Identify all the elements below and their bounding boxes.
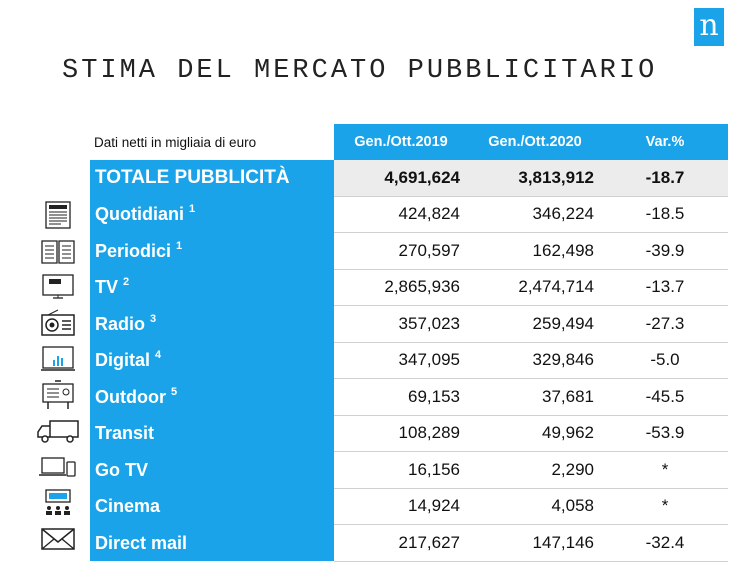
value-var: * — [602, 488, 728, 525]
row-label: Transit — [90, 415, 334, 452]
value-var: -18.7 — [602, 160, 728, 197]
row-label-text: Radio — [95, 313, 146, 334]
column-header-2019: Gen./Ott.2019 — [334, 124, 468, 160]
value-2019: 424,824 — [334, 196, 468, 233]
table-row: Cinema 14,924 4,058 * — [90, 488, 728, 525]
row-label: Digital 4 — [90, 342, 334, 379]
value-2019: 16,156 — [334, 451, 468, 489]
value-2019: 347,095 — [334, 342, 468, 379]
envelope-icon — [30, 522, 86, 556]
value-2020: 2,290 — [468, 451, 602, 489]
value-var: -45.5 — [602, 378, 728, 416]
value-2019: 2,865,936 — [334, 269, 468, 306]
table-row: Direct mail 217,627 147,146 -32.4 — [90, 524, 728, 562]
nielsen-logo: n — [694, 8, 724, 46]
footnote-marker: 1 — [176, 239, 183, 252]
row-label-text: Digital — [95, 350, 151, 371]
value-2020: 4,058 — [468, 488, 602, 525]
open-book-icon — [30, 234, 86, 268]
footnote-marker: 3 — [150, 312, 157, 325]
value-2019: 270,597 — [334, 232, 468, 270]
row-label: TOTALE PUBBLICITÀ — [90, 160, 334, 196]
value-var: -13.7 — [602, 269, 728, 306]
monitor-chart-icon — [30, 342, 86, 376]
footnote-marker: 4 — [155, 349, 162, 362]
row-label: Go TV — [90, 451, 334, 488]
page-title: STIMA DEL MERCATO PUBBLICITARIO — [62, 56, 658, 86]
row-label: Quotidiani 1 — [90, 196, 334, 233]
value-2020: 37,681 — [468, 378, 602, 416]
row-label-text: Cinema — [95, 496, 161, 517]
row-label-text: Transit — [95, 423, 155, 444]
value-var: -27.3 — [602, 305, 728, 343]
row-label: Outdoor 5 — [90, 378, 334, 415]
value-var: * — [602, 451, 728, 489]
table-row: Digital 4 347,095 329,846 -5.0 — [90, 342, 728, 379]
devices-icon — [30, 450, 86, 484]
row-label-text: Outdoor — [95, 386, 166, 407]
table-header: Dati netti in migliaia di euro Gen./Ott.… — [90, 124, 728, 160]
value-2020: 147,146 — [468, 524, 602, 562]
value-var: -53.9 — [602, 415, 728, 452]
unit-note: Dati netti in migliaia di euro — [94, 134, 257, 150]
market-estimate-table: Dati netti in migliaia di euro Gen./Ott.… — [90, 124, 728, 562]
value-var: -32.4 — [602, 524, 728, 562]
value-2019: 14,924 — [334, 488, 468, 525]
table-row: Outdoor 5 69,153 37,681 -45.5 — [90, 378, 728, 416]
value-2019: 217,627 — [334, 524, 468, 562]
billboard-icon — [30, 378, 86, 412]
row-label: Periodici 1 — [90, 232, 334, 269]
table-row: Go TV 16,156 2,290 * — [90, 451, 728, 489]
row-label-text: Periodici — [95, 240, 172, 261]
value-2020: 346,224 — [468, 196, 602, 233]
table-row: Transit 108,289 49,962 -53.9 — [90, 415, 728, 452]
row-label-text: Go TV — [95, 459, 148, 480]
footnote-marker: 1 — [189, 203, 196, 216]
column-header-2020: Gen./Ott.2020 — [468, 124, 602, 160]
table-row-total: TOTALE PUBBLICITÀ 4,691,624 3,813,912 -1… — [90, 160, 728, 197]
row-label-text: Quotidiani — [95, 204, 184, 225]
row-label: Cinema — [90, 488, 334, 525]
value-2020: 3,813,912 — [468, 160, 602, 197]
value-2020: 2,474,714 — [468, 269, 602, 306]
truck-icon — [30, 414, 86, 448]
value-var: -39.9 — [602, 232, 728, 270]
column-header-var: Var.% — [602, 124, 728, 160]
row-label: TV 2 — [90, 269, 334, 306]
value-var: -18.5 — [602, 196, 728, 233]
value-2019: 4,691,624 — [334, 160, 468, 197]
tv-news-icon — [30, 270, 86, 304]
value-2020: 329,846 — [468, 342, 602, 379]
table-row: TV 2 2,865,936 2,474,714 -13.7 — [90, 269, 728, 306]
row-label-text: Direct mail — [95, 532, 188, 553]
value-2020: 49,962 — [468, 415, 602, 452]
table-row: Radio 3 357,023 259,494 -27.3 — [90, 305, 728, 343]
table-row: Quotidiani 1 424,824 346,224 -18.5 — [90, 196, 728, 233]
row-label: Radio 3 — [90, 305, 334, 342]
footnote-marker: 5 — [170, 385, 178, 398]
value-2019: 108,289 — [334, 415, 468, 452]
cinema-icon — [30, 486, 86, 520]
value-2019: 69,153 — [334, 378, 468, 416]
radio-icon — [30, 306, 86, 340]
value-2020: 259,494 — [468, 305, 602, 343]
value-2019: 357,023 — [334, 305, 468, 343]
value-var: -5.0 — [602, 342, 728, 379]
row-label: Direct mail — [90, 524, 334, 561]
table-row: Periodici 1 270,597 162,498 -39.9 — [90, 232, 728, 270]
footnote-marker: 2 — [123, 276, 130, 289]
row-label-text: TV — [95, 277, 119, 298]
newspaper-icon — [30, 198, 86, 232]
value-2020: 162,498 — [468, 232, 602, 270]
